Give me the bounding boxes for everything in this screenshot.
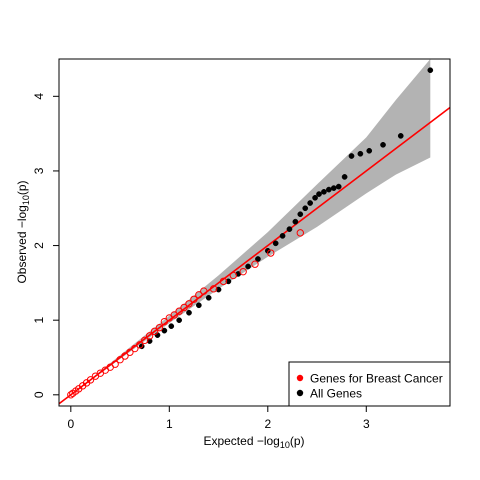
- point-genes-for-breast-cancer: [251, 260, 259, 268]
- point-genes-for-breast-cancer: [195, 291, 203, 299]
- point-genes-for-breast-cancer: [111, 360, 119, 368]
- reference-line: [59, 106, 450, 405]
- legend: Genes for Breast Cancer All Genes: [288, 361, 451, 407]
- y-tick-label: 2: [32, 242, 46, 249]
- y-tick-label: 0: [32, 391, 46, 398]
- points-layer: [67, 67, 434, 399]
- y-axis-title: Observed −log10(p): [15, 180, 31, 283]
- point-all-genes: [380, 141, 386, 148]
- point-genes-for-breast-cancer: [131, 344, 139, 353]
- point-all-genes: [225, 278, 232, 285]
- point-genes-for-breast-cancer: [67, 391, 75, 399]
- point-all-genes: [316, 191, 322, 197]
- x-tick-label: 2: [264, 417, 271, 431]
- point-genes-for-breast-cancer: [239, 267, 247, 276]
- legend-label-all-genes: All Genes: [310, 387, 362, 401]
- point-genes-for-breast-cancer: [180, 303, 188, 312]
- y-tick-label: 3: [32, 167, 46, 174]
- point-genes-for-breast-cancer: [150, 327, 159, 336]
- point-all-genes: [176, 317, 183, 324]
- point-all-genes: [161, 327, 168, 334]
- point-all-genes: [286, 226, 293, 232]
- point-all-genes: [341, 174, 348, 180]
- x-axis-title: Expected −log10(p): [203, 434, 304, 450]
- point-all-genes: [330, 185, 337, 191]
- point-genes-for-breast-cancer: [136, 341, 144, 349]
- point-all-genes: [348, 153, 355, 159]
- point-genes-for-breast-cancer: [170, 311, 178, 319]
- point-genes-for-breast-cancer: [267, 249, 275, 257]
- point-all-genes: [427, 67, 434, 74]
- point-all-genes: [326, 186, 332, 193]
- point-genes-for-breast-cancer: [219, 277, 228, 286]
- y-axis: 0 1 2 3 4: [32, 93, 60, 398]
- point-all-genes: [196, 302, 202, 309]
- legend-box: [288, 361, 451, 407]
- point-all-genes: [245, 263, 251, 270]
- point-all-genes: [186, 309, 192, 316]
- y-tick-label: 4: [32, 93, 46, 100]
- point-genes-for-breast-cancer: [121, 352, 129, 360]
- point-all-genes: [312, 194, 318, 201]
- point-all-genes: [335, 183, 342, 190]
- point-all-genes: [272, 240, 279, 247]
- point-genes-for-breast-cancer: [296, 229, 304, 237]
- point-all-genes: [366, 147, 373, 154]
- point-all-genes: [397, 133, 404, 139]
- point-all-genes: [292, 218, 299, 225]
- point-genes-for-breast-cancer: [190, 295, 198, 303]
- x-tick-label: 3: [363, 417, 370, 431]
- point-genes-for-breast-cancer: [126, 348, 134, 356]
- point-all-genes: [307, 200, 313, 206]
- point-genes-for-breast-cancer: [145, 332, 154, 340]
- point-all-genes: [168, 323, 175, 330]
- point-genes-for-breast-cancer: [229, 271, 238, 280]
- point-genes-for-breast-cancer: [116, 356, 124, 364]
- point-genes-for-breast-cancer: [140, 336, 149, 345]
- point-all-genes: [321, 188, 327, 195]
- reference-line-layer: [59, 106, 450, 405]
- point-genes-for-breast-cancer: [86, 376, 95, 384]
- legend-swatch-all-genes: [296, 389, 304, 397]
- legend-swatch-breast-cancer: [296, 374, 304, 382]
- point-genes-for-breast-cancer: [209, 285, 218, 293]
- point-all-genes: [205, 294, 212, 301]
- point-genes-for-breast-cancer: [200, 287, 208, 295]
- point-genes-for-breast-cancer: [185, 300, 193, 308]
- point-all-genes: [297, 211, 304, 218]
- point-all-genes: [357, 150, 364, 157]
- point-genes-for-breast-cancer: [175, 307, 183, 315]
- x-tick-label: 0: [67, 417, 74, 431]
- point-all-genes: [255, 256, 261, 262]
- point-genes-for-breast-cancer: [160, 317, 169, 326]
- point-genes-for-breast-cancer: [155, 323, 164, 332]
- legend-label-breast-cancer: Genes for Breast Cancer: [310, 372, 443, 386]
- x-tick-label: 1: [166, 417, 173, 431]
- point-all-genes: [302, 205, 309, 212]
- point-all-genes: [279, 233, 286, 239]
- y-tick-label: 1: [32, 317, 46, 324]
